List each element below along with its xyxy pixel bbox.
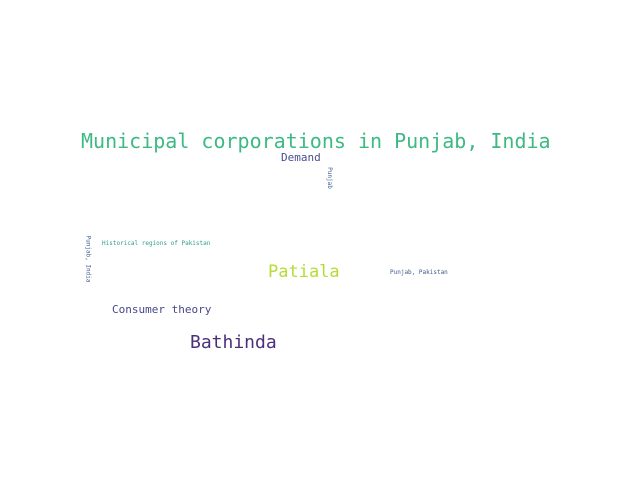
word-punjab-pakistan: Punjab, Pakistan (390, 269, 448, 276)
word-municipal-corporations: Municipal corporations in Punjab, India (81, 129, 551, 153)
word-patiala: Patiala (268, 262, 340, 282)
word-punjab-india: Punjab, India (84, 235, 92, 283)
word-punjab: Punjab (325, 167, 333, 189)
word-demand: Demand (281, 151, 321, 164)
word-consumer-theory: Consumer theory (112, 303, 212, 316)
word-historical-regions-of-pakistan: Historical regions of Pakistan (102, 240, 211, 247)
word-bathinda: Bathinda (190, 332, 277, 353)
